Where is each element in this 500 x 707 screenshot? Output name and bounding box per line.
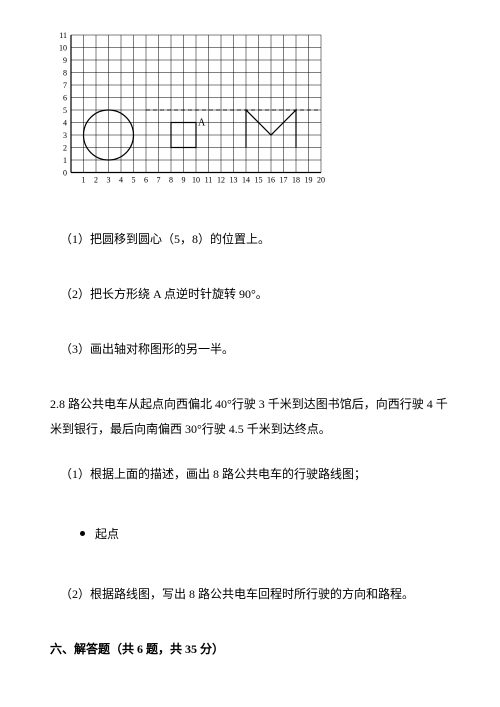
svg-text:6: 6	[63, 94, 67, 103]
start-dot-icon	[80, 531, 85, 536]
svg-text:17: 17	[280, 176, 288, 185]
svg-text:9: 9	[182, 176, 186, 185]
question-2-intro-line1: 2.8 路公共电车从起点向西偏北 40°行驶 3 千米到达图书馆后，向西行驶 4…	[50, 395, 448, 413]
svg-text:6: 6	[144, 176, 148, 185]
svg-text:2: 2	[63, 144, 67, 153]
svg-text:7: 7	[63, 81, 67, 90]
svg-text:7: 7	[157, 176, 161, 185]
svg-text:3: 3	[107, 176, 111, 185]
svg-text:1: 1	[63, 156, 67, 165]
svg-text:15: 15	[255, 176, 263, 185]
svg-text:10: 10	[192, 176, 200, 185]
svg-text:1: 1	[82, 176, 86, 185]
svg-text:3: 3	[63, 131, 67, 140]
svg-text:14: 14	[242, 176, 250, 185]
svg-text:10: 10	[59, 44, 67, 53]
svg-text:5: 5	[132, 176, 136, 185]
grid-diagram: 1234567891011121314151617181920012345678…	[53, 30, 333, 204]
question-2-1: （1）根据上面的描述，画出 8 路公共电车的行驶路线图；	[60, 465, 366, 483]
svg-text:4: 4	[63, 119, 67, 128]
page-root: 1234567891011121314151617181920012345678…	[0, 0, 500, 707]
svg-text:8: 8	[169, 176, 173, 185]
svg-text:12: 12	[217, 176, 225, 185]
svg-text:16: 16	[267, 176, 275, 185]
start-point: 起点	[80, 525, 119, 542]
svg-text:8: 8	[63, 69, 67, 78]
svg-text:20: 20	[317, 176, 325, 185]
svg-text:0: 0	[63, 169, 67, 178]
start-label: 起点	[95, 525, 119, 542]
question-1-1: （1）把圆移到圆心（5，8）的位置上。	[60, 230, 270, 248]
svg-text:18: 18	[292, 176, 300, 185]
question-2-intro-line2: 米到银行，最后向南偏西 30°行驶 4.5 千米到达终点。	[50, 420, 331, 438]
svg-text:11: 11	[59, 31, 67, 40]
svg-text:A: A	[198, 118, 206, 129]
section-6-header: 六、解答题（共 6 题，共 35 分）	[50, 640, 224, 657]
question-1-2: （2）把长方形绕 A 点逆时针旋转 90°。	[60, 285, 268, 303]
svg-text:13: 13	[230, 176, 238, 185]
question-1-3: （3）画出轴对称图形的另一半。	[60, 340, 234, 358]
svg-text:9: 9	[63, 56, 67, 65]
svg-text:11: 11	[205, 176, 213, 185]
svg-text:4: 4	[119, 176, 123, 185]
grid-svg: 1234567891011121314151617181920012345678…	[53, 30, 333, 200]
svg-text:19: 19	[305, 176, 313, 185]
svg-text:5: 5	[63, 106, 67, 115]
question-2-2: （2）根据路线图，写出 8 路公共电车回程时所行驶的方向和路程。	[60, 585, 414, 603]
svg-text:2: 2	[94, 176, 98, 185]
